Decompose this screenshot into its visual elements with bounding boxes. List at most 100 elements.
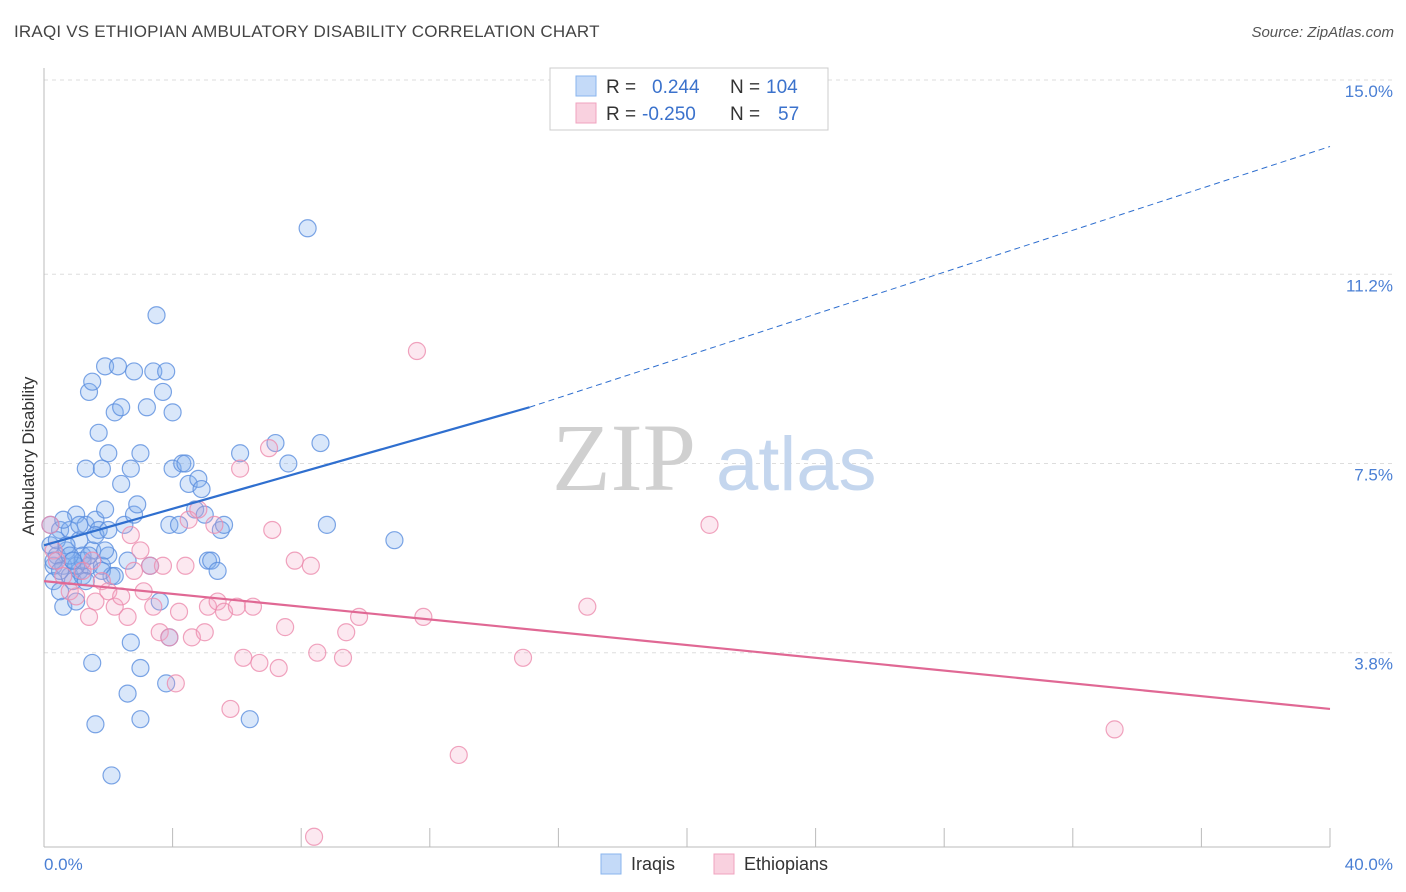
point-iraqi-100 xyxy=(70,515,89,534)
point-iraqi-29 xyxy=(89,423,108,442)
y-tick-label-1: 7.5% xyxy=(1354,466,1393,485)
point-ethiopian-0 xyxy=(41,515,60,534)
point-iraqi-64 xyxy=(163,403,182,422)
point-ethiopian-30 xyxy=(195,623,214,642)
trend-line-iraqis xyxy=(43,406,530,547)
point-iraqi-52 xyxy=(131,710,150,729)
chart-title: IRAQI VS ETHIOPIAN AMBULATORY DISABILITY… xyxy=(14,22,600,41)
point-iraqi-40 xyxy=(108,357,128,376)
point-iraqi-26 xyxy=(83,653,102,673)
stats-r-label-ethiopian: R = xyxy=(606,104,636,125)
point-iraqi-62 xyxy=(160,515,179,534)
point-ethiopian-42 xyxy=(263,520,282,540)
point-ethiopian-22 xyxy=(153,556,173,575)
series-1-points xyxy=(41,341,1124,846)
point-ethiopian-8 xyxy=(83,551,102,570)
y-tick-label-2: 11.2% xyxy=(1346,276,1393,295)
legend-swatch-iraqis xyxy=(600,853,622,875)
stats-box: R = 0.244 N = 104 R = -0.250 N = 57 xyxy=(549,67,829,131)
point-iraqi-48 xyxy=(124,362,144,381)
stats-r-value-ethiopian: -0.250 xyxy=(642,104,696,125)
point-ethiopian-5 xyxy=(67,587,86,606)
stats-n-label-iraqi: N = xyxy=(730,77,760,98)
stats-swatch-ethiopian xyxy=(575,102,597,124)
point-ethiopian-38 xyxy=(234,648,253,667)
point-iraqi-82 xyxy=(279,454,298,473)
point-ethiopian-23 xyxy=(160,628,179,647)
point-iraqi-31 xyxy=(92,459,111,478)
gridlines xyxy=(44,79,1394,654)
point-ethiopian-35 xyxy=(221,699,240,719)
point-iraqi-5 xyxy=(50,520,70,540)
watermark-zip: ZIP xyxy=(552,404,696,511)
point-iraqi-60 xyxy=(157,362,176,381)
point-iraqi-86 xyxy=(385,531,404,550)
point-iraqi-61 xyxy=(157,674,176,693)
point-ethiopian-55 xyxy=(513,648,533,667)
x-tick-label-1: 40.0% xyxy=(1345,855,1393,874)
point-ethiopian-20 xyxy=(144,597,163,616)
point-ethiopian-16 xyxy=(124,561,144,580)
point-ethiopian-49 xyxy=(333,648,353,667)
point-iraqi-79 xyxy=(231,444,250,463)
stats-swatch-iraqi xyxy=(575,75,597,97)
point-ethiopian-12 xyxy=(105,597,124,616)
point-iraqi-85 xyxy=(317,515,337,534)
point-ethiopian-46 xyxy=(301,556,320,575)
stats-r-label-iraqi: R = xyxy=(606,77,636,98)
stats-r-value-iraqi: 0.244 xyxy=(652,77,700,98)
data-points xyxy=(41,219,1124,846)
point-iraqi-80 xyxy=(240,710,259,729)
point-ethiopian-14 xyxy=(118,607,137,627)
trend-line-iraqis-extrapolated xyxy=(529,145,1331,408)
point-ethiopian-47 xyxy=(304,827,324,846)
point-iraqi-84 xyxy=(311,433,330,453)
stats-n-value-ethiopian: 57 xyxy=(778,104,799,125)
trend-lines xyxy=(43,145,1331,711)
legend-swatch-ethiopians xyxy=(713,853,735,875)
x-tick-label-0: 0.0% xyxy=(44,855,83,874)
point-iraqi-42 xyxy=(112,474,131,494)
point-ethiopian-50 xyxy=(337,623,356,642)
point-iraqi-72 xyxy=(192,479,211,499)
point-ethiopian-3 xyxy=(54,566,73,586)
legend-label-ethiopians: Ethiopians xyxy=(744,854,828,874)
point-iraqi-56 xyxy=(144,362,163,381)
point-iraqi-50 xyxy=(128,495,147,514)
point-ethiopian-40 xyxy=(250,653,269,673)
axes xyxy=(43,68,1331,848)
point-iraqi-24 xyxy=(79,382,99,402)
point-iraqi-15 xyxy=(67,592,86,611)
point-iraqi-41 xyxy=(112,398,131,417)
point-ethiopian-53 xyxy=(414,607,433,627)
point-iraqi-59 xyxy=(153,382,173,402)
point-ethiopian-32 xyxy=(205,515,224,534)
y-tick-label-0: 3.8% xyxy=(1354,655,1393,674)
watermark: ZIP atlas xyxy=(552,404,877,511)
point-ethiopian-36 xyxy=(227,597,246,616)
stats-n-label-ethiopian: N = xyxy=(730,104,760,125)
point-iraqi-35 xyxy=(99,444,118,463)
point-iraqi-75 xyxy=(202,551,221,570)
point-ethiopian-44 xyxy=(276,618,295,637)
point-iraqi-57 xyxy=(147,306,166,325)
y-tick-labels: 3.8% 7.5% 11.2% 15.0% xyxy=(1345,82,1393,674)
point-iraqi-44 xyxy=(118,551,137,570)
point-iraqi-103 xyxy=(79,546,99,565)
point-iraqi-18 xyxy=(73,546,92,565)
point-ethiopian-37 xyxy=(231,459,250,478)
point-ethiopian-24 xyxy=(166,674,185,693)
point-iraqi-25 xyxy=(83,372,102,391)
point-ethiopian-56 xyxy=(578,597,597,616)
point-ethiopian-26 xyxy=(176,556,195,575)
point-iraqi-33 xyxy=(95,357,115,376)
point-iraqi-78 xyxy=(214,515,234,534)
point-iraqi-46 xyxy=(121,633,140,652)
series-0-points xyxy=(41,219,404,785)
point-iraqi-71 xyxy=(189,469,208,488)
point-iraqi-98 xyxy=(95,541,115,560)
point-iraqi-76 xyxy=(208,561,227,580)
point-iraqi-20 xyxy=(76,459,95,478)
point-ethiopian-57 xyxy=(700,515,719,534)
